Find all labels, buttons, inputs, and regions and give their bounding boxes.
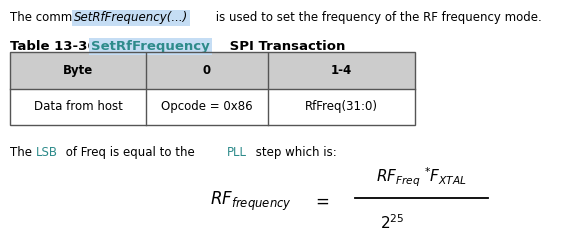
Text: SetRfFrequency: SetRfFrequency (91, 40, 210, 53)
Text: SetRfFrequency(...): SetRfFrequency(...) (74, 11, 188, 24)
Text: 1-4: 1-4 (331, 64, 352, 77)
Text: $\mathit{RF}_{\mathit{Freq}}\!\ ^*\!\mathit{F}_{\mathit{XTAL}}$: $\mathit{RF}_{\mathit{Freq}}\!\ ^*\!\mat… (376, 166, 467, 189)
Text: step which is:: step which is: (252, 146, 337, 159)
Text: LSB: LSB (36, 146, 58, 159)
Text: RfFreq(31:0): RfFreq(31:0) (305, 100, 378, 114)
Text: Data from host: Data from host (34, 100, 123, 114)
Text: $\mathit{RF}_{\mathit{frequency}}$: $\mathit{RF}_{\mathit{frequency}}$ (210, 190, 292, 213)
Text: is used to set the frequency of the RF frequency mode.: is used to set the frequency of the RF f… (212, 11, 542, 24)
Bar (10, 89, 415, 125)
Text: 0: 0 (203, 64, 211, 77)
Text: The command: The command (10, 11, 99, 24)
Text: Opcode = 0x86: Opcode = 0x86 (161, 100, 253, 114)
Bar (10, 52, 415, 125)
Text: The: The (10, 146, 36, 159)
Text: Byte: Byte (63, 64, 93, 77)
Text: SPI Transaction: SPI Transaction (225, 40, 346, 53)
Text: Table 13-36:: Table 13-36: (10, 40, 107, 53)
Text: $\mathit{2}^{25}$: $\mathit{2}^{25}$ (380, 213, 404, 232)
Text: PLL: PLL (227, 146, 247, 159)
Text: $=$: $=$ (312, 193, 329, 210)
Bar (10, 52, 415, 89)
Text: of Freq is equal to the: of Freq is equal to the (62, 146, 198, 159)
